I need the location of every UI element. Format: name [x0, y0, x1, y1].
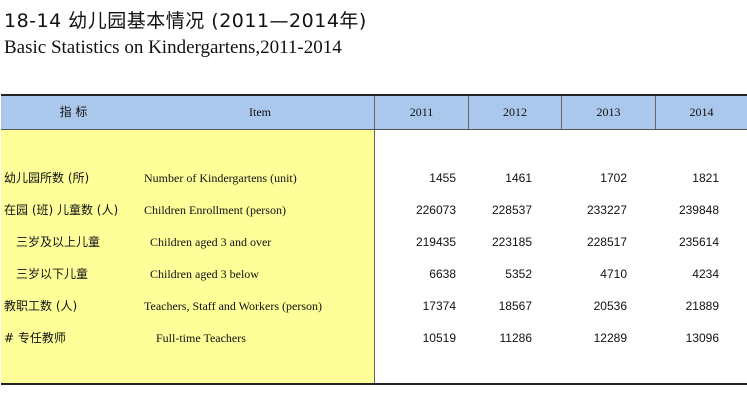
row-label-cn: 三岁以下儿童 [16, 267, 89, 281]
header-year-2012: 2012 [503, 105, 527, 119]
cell-2011: 219435 [415, 235, 456, 249]
top-rule [1, 94, 747, 96]
cell-2013: 4710 [600, 267, 627, 281]
cell-2011: 226073 [415, 203, 456, 217]
cell-2013: 228517 [586, 235, 627, 249]
cell-2012: 223185 [491, 235, 532, 249]
row-label-cn: # 专任教师 [4, 331, 66, 345]
row-label-en: Children aged 3 and over [150, 235, 272, 249]
row-label-en: Number of Kindergartens (unit) [144, 171, 297, 185]
row-label-en: Full-time Teachers [156, 331, 246, 345]
table-row: 幼儿园所数 (所) Number of Kindergartens (unit)… [0, 168, 747, 188]
cell-2011: 17374 [422, 299, 456, 313]
cell-2012: 5352 [505, 267, 532, 281]
header-year-2014: 2014 [689, 105, 714, 119]
cell-2012: 18567 [498, 299, 532, 313]
cell-2014: 13096 [685, 331, 719, 345]
table-row: # 专任教师 Full-time Teachers 10519 11286 12… [0, 328, 747, 348]
cell-2013: 233227 [586, 203, 627, 217]
cell-2013: 20536 [593, 299, 627, 313]
label-column-background [1, 130, 374, 383]
cell-2013: 12289 [593, 331, 627, 345]
row-label-en: Children Enrollment (person) [144, 203, 286, 217]
cell-2012: 1461 [505, 171, 532, 185]
cell-2014: 235614 [678, 235, 719, 249]
row-label-en: Teachers, Staff and Workers (person) [144, 299, 323, 313]
cell-2011: 10519 [422, 331, 456, 345]
column-divider [374, 130, 375, 383]
cell-2014: 1821 [692, 171, 719, 185]
table-title-cn: 18-14 幼儿园基本情况 (2011—2014年) [4, 10, 367, 32]
table-row: 三岁以下儿童 Children aged 3 below 6638 5352 4… [0, 264, 747, 284]
bottom-rule [1, 383, 747, 385]
row-label-cn: 幼儿园所数 (所) [4, 171, 90, 185]
cell-2011: 6638 [429, 267, 456, 281]
header-year-2011: 2011 [409, 105, 434, 119]
header-item-en: Item [249, 105, 271, 119]
cell-2012: 228537 [491, 203, 532, 217]
cell-2012: 11286 [499, 331, 532, 345]
cell-2014: 21889 [685, 299, 719, 313]
header-year-2013: 2013 [596, 105, 621, 119]
row-label-cn: 教职工数 (人) [4, 299, 78, 313]
cell-2011: 1455 [429, 171, 456, 185]
header-indicator-cn: 指 标 [59, 105, 88, 119]
row-label-cn: 在园 (班) 儿童数 (人) [4, 203, 119, 217]
table-header: 指 标 Item 2011 2012 2013 2014 [1, 96, 747, 130]
cell-2014: 239848 [678, 203, 719, 217]
table-row: 三岁及以上儿童 Children aged 3 and over 219435 … [0, 232, 747, 252]
row-label-en: Children aged 3 below [150, 267, 259, 281]
table-row: 教职工数 (人) Teachers, Staff and Workers (pe… [0, 296, 747, 316]
table-title-en: Basic Statistics on Kindergartens,2011-2… [4, 37, 342, 58]
row-label-cn: 三岁及以上儿童 [16, 235, 101, 249]
table-row: 在园 (班) 儿童数 (人) Children Enrollment (pers… [0, 200, 747, 220]
cell-2014: 4234 [692, 267, 719, 281]
cell-2013: 1702 [600, 171, 627, 185]
